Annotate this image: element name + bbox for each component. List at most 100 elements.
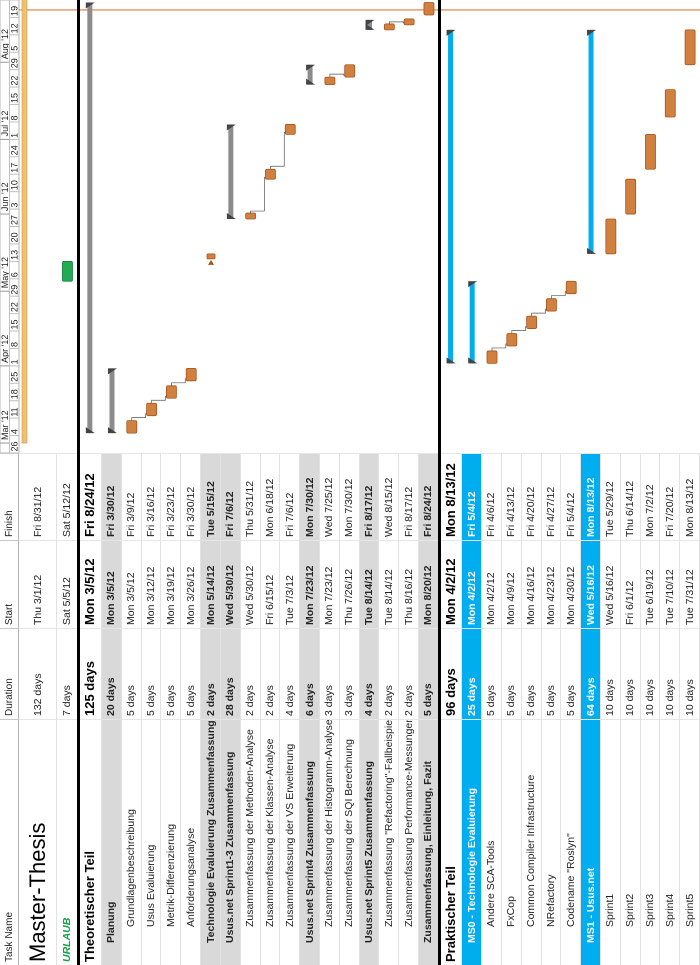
task-bar[interactable] <box>324 76 336 86</box>
task-row[interactable]: Praktischer Teil 96 days Mon 4/2/12 Mon 8/1… <box>438 453 463 965</box>
task-bar[interactable] <box>645 134 656 170</box>
task-row[interactable]: Planung 20 days Mon 3/5/12 Fri 3/30/12 <box>102 453 122 965</box>
week-label: 5 <box>10 46 20 51</box>
summary-bar[interactable] <box>588 29 594 254</box>
task-bar[interactable] <box>344 64 356 78</box>
task-row[interactable]: Sprint2 10 days Fri 6/1/12 Thu 6/14/12 <box>620 453 641 965</box>
task-bar[interactable] <box>486 350 498 364</box>
task-row[interactable]: Sprint1 10 days Wed 5/16/12 Tue 5/29/12 <box>600 453 621 965</box>
task-bar[interactable] <box>126 420 138 434</box>
task-finish-cell: Mon 6/18/12 <box>260 453 280 540</box>
task-row[interactable]: Zusammenfassung der SQI Berechnung 3 days… <box>339 453 360 965</box>
task-row[interactable]: Sprint3 10 days Tue 6/19/12 Mon 7/2/12 <box>640 453 661 965</box>
task-bar[interactable] <box>206 253 216 260</box>
task-row[interactable]: FxCop 5 days Mon 4/9/12 Fri 4/13/12 <box>501 453 522 965</box>
task-name-cell: Usus.net Sprint1-3 Zusammenfassung <box>220 719 240 965</box>
project-summary-bar[interactable] <box>21 0 28 444</box>
column-header-task-name[interactable]: Task Name <box>0 719 19 965</box>
task-finish-cell: Fri 4/13/12 <box>501 453 521 540</box>
summary-bar[interactable] <box>307 64 313 85</box>
task-row[interactable]: Sprint4 10 days Tue 7/10/12 Fri 7/20/12 <box>660 453 681 965</box>
task-row[interactable]: Metrik-Differenzierung 5 days Mon 3/19/12 F… <box>161 453 182 965</box>
task-bar[interactable] <box>265 168 276 180</box>
task-row[interactable]: MS1 - Usus.net 64 days Wed 5/16/12 Mon 8/13… <box>581 453 601 965</box>
task-row[interactable]: Master-Thesis 132 days Thu 3/1/12 Fri 8/31/… <box>19 453 58 965</box>
column-header-duration[interactable]: Duration <box>0 628 19 719</box>
task-bar[interactable] <box>664 89 676 118</box>
task-row[interactable]: Zusammenfassung der VS Erweiterung 4 days… <box>280 453 301 965</box>
month-label: Jun '12 <box>0 182 10 211</box>
summary-bar[interactable] <box>448 29 454 364</box>
task-row[interactable]: Zusammenfassung der Klassen-Analyse 2 day… <box>260 453 281 965</box>
task-row[interactable]: Andere SCA-Tools 5 days Mon 4/2/12 Fri 4/6/… <box>482 453 502 965</box>
dependency-link <box>171 378 187 386</box>
summary-bar[interactable] <box>109 368 115 434</box>
task-duration-cell: 2 days <box>201 628 220 719</box>
task-row[interactable]: Zusammenfassung der Histogramm-Analyse 3 … <box>319 453 340 965</box>
task-bar[interactable] <box>403 18 415 26</box>
task-finish-cell: Fri 3/9/12 <box>121 453 141 540</box>
task-finish-cell: Thu 6/14/12 <box>620 453 640 540</box>
task-start-cell: Wed 5/30/12 <box>240 540 260 628</box>
task-name-cell: Sprint3 <box>640 719 660 965</box>
dependency-link <box>270 132 286 170</box>
task-start-cell: Mon 4/2/12 <box>482 540 501 628</box>
column-header-start[interactable]: Start <box>0 540 19 628</box>
task-row[interactable]: Grundlagenbeschreibung 5 days Mon 3/5/12 Fr… <box>121 453 142 965</box>
task-start-cell: Fri 6/1/12 <box>620 540 640 628</box>
task-bar[interactable] <box>625 178 637 215</box>
task-bar[interactable] <box>526 315 538 329</box>
column-header-finish[interactable]: Finish <box>0 453 19 540</box>
task-row[interactable]: Codename "Roslyn" 5 days Mon 4/30/12 Fri 5/… <box>561 453 582 965</box>
task-start-cell: Tue 8/14/12 <box>379 540 399 628</box>
vacation-bar[interactable] <box>62 260 73 282</box>
task-row[interactable]: Technologie Evaluierung Zusammenfassung 2… <box>201 453 221 965</box>
task-row[interactable]: NRefactory 5 days Mon 4/23/12 Fri 4/27/12 <box>541 453 562 965</box>
task-row[interactable]: Usus.net Sprint4 Zusammenfassung 6 days Mo… <box>300 453 320 965</box>
task-row[interactable]: Zusammenfassung "Refactoring"-Fallbeispi… <box>379 453 400 965</box>
task-bar[interactable] <box>506 333 518 347</box>
task-start-cell: Thu 7/26/12 <box>339 540 359 628</box>
task-row[interactable]: Anforderungsanalyse 5 days Mon 3/26/12 Fri … <box>181 453 202 965</box>
task-row[interactable]: URLAUB 7 days Sat 5/5/12 Sat 5/12/12 <box>57 453 78 965</box>
task-start-cell: Mon 3/5/12 <box>102 540 121 628</box>
summary-bar[interactable] <box>469 281 475 364</box>
task-row[interactable]: Common Compiler Infrastructure 5 days Mon … <box>521 453 542 965</box>
task-row[interactable]: Zusammenfassung, Einleitung, Fazit 5 days… <box>419 453 439 965</box>
task-bar[interactable] <box>605 218 617 255</box>
task-bar[interactable] <box>185 367 197 382</box>
section-divider <box>437 0 441 965</box>
summary-cap <box>446 357 456 364</box>
summary-bar[interactable] <box>228 124 234 220</box>
task-duration-cell: 5 days <box>419 628 438 719</box>
task-name-cell: Metrik-Differenzierung <box>161 719 181 965</box>
month-label: May '12 <box>0 257 10 288</box>
task-row[interactable]: Usus.net Sprint5 Zusammenfassung 4 days Tu… <box>359 453 380 965</box>
task-bar[interactable] <box>146 402 158 417</box>
task-row[interactable]: MS0 - Technologie Evaluierung 25 days Mon … <box>462 453 483 965</box>
week-label: 8 <box>10 342 20 347</box>
task-bar[interactable] <box>166 385 177 399</box>
task-row[interactable]: Usus.net Sprint1-3 Zusammenfassung 28 day… <box>220 453 241 965</box>
summary-cap <box>306 64 316 71</box>
task-bar[interactable] <box>565 280 577 295</box>
task-row[interactable]: Zusammenfassung der Methoden-Analyse 2 da… <box>240 453 261 965</box>
task-finish-cell: Fri 7/6/12 <box>280 453 300 540</box>
task-duration-cell: 5 days <box>181 628 201 719</box>
task-row[interactable]: Zusammenfassung Performance-Messungen 2 d… <box>399 453 420 965</box>
task-row[interactable]: Usus Evaluierung 5 days Mon 3/12/12 Fri 3/1… <box>141 453 162 965</box>
task-row[interactable]: Theoretischer Teil 125 days Mon 3/5/12 Fri … <box>77 453 103 965</box>
task-name-cell: Common Compiler Infrastructure <box>521 719 541 965</box>
task-bar[interactable] <box>423 2 435 16</box>
task-bar[interactable] <box>684 29 696 66</box>
summary-bar[interactable] <box>87 2 93 434</box>
task-duration-cell: 10 days <box>600 628 620 719</box>
task-name-cell: Zusammenfassung der Methoden-Analyse <box>240 719 260 965</box>
task-name-cell: Zusammenfassung der VS Erweiterung <box>280 719 300 965</box>
task-row[interactable]: Sprint5 10 days Tue 7/31/12 Mon 8/13/12 <box>680 453 700 965</box>
summary-cap <box>365 23 375 30</box>
task-bar[interactable] <box>546 298 557 312</box>
summary-cap <box>85 2 95 9</box>
task-bar[interactable] <box>284 124 296 135</box>
month-label: Mar '12 <box>0 410 10 440</box>
